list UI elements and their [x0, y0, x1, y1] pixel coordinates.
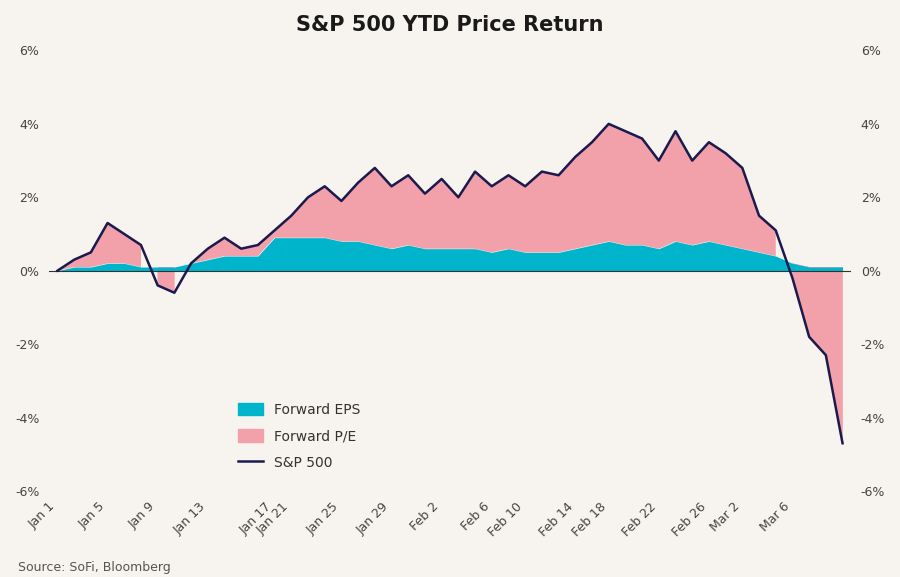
Title: S&P 500 YTD Price Return: S&P 500 YTD Price Return [296, 15, 604, 35]
Legend: Forward EPS, Forward P/E, S&P 500: Forward EPS, Forward P/E, S&P 500 [232, 397, 366, 475]
Text: Source: SoFi, Bloomberg: Source: SoFi, Bloomberg [18, 561, 171, 574]
